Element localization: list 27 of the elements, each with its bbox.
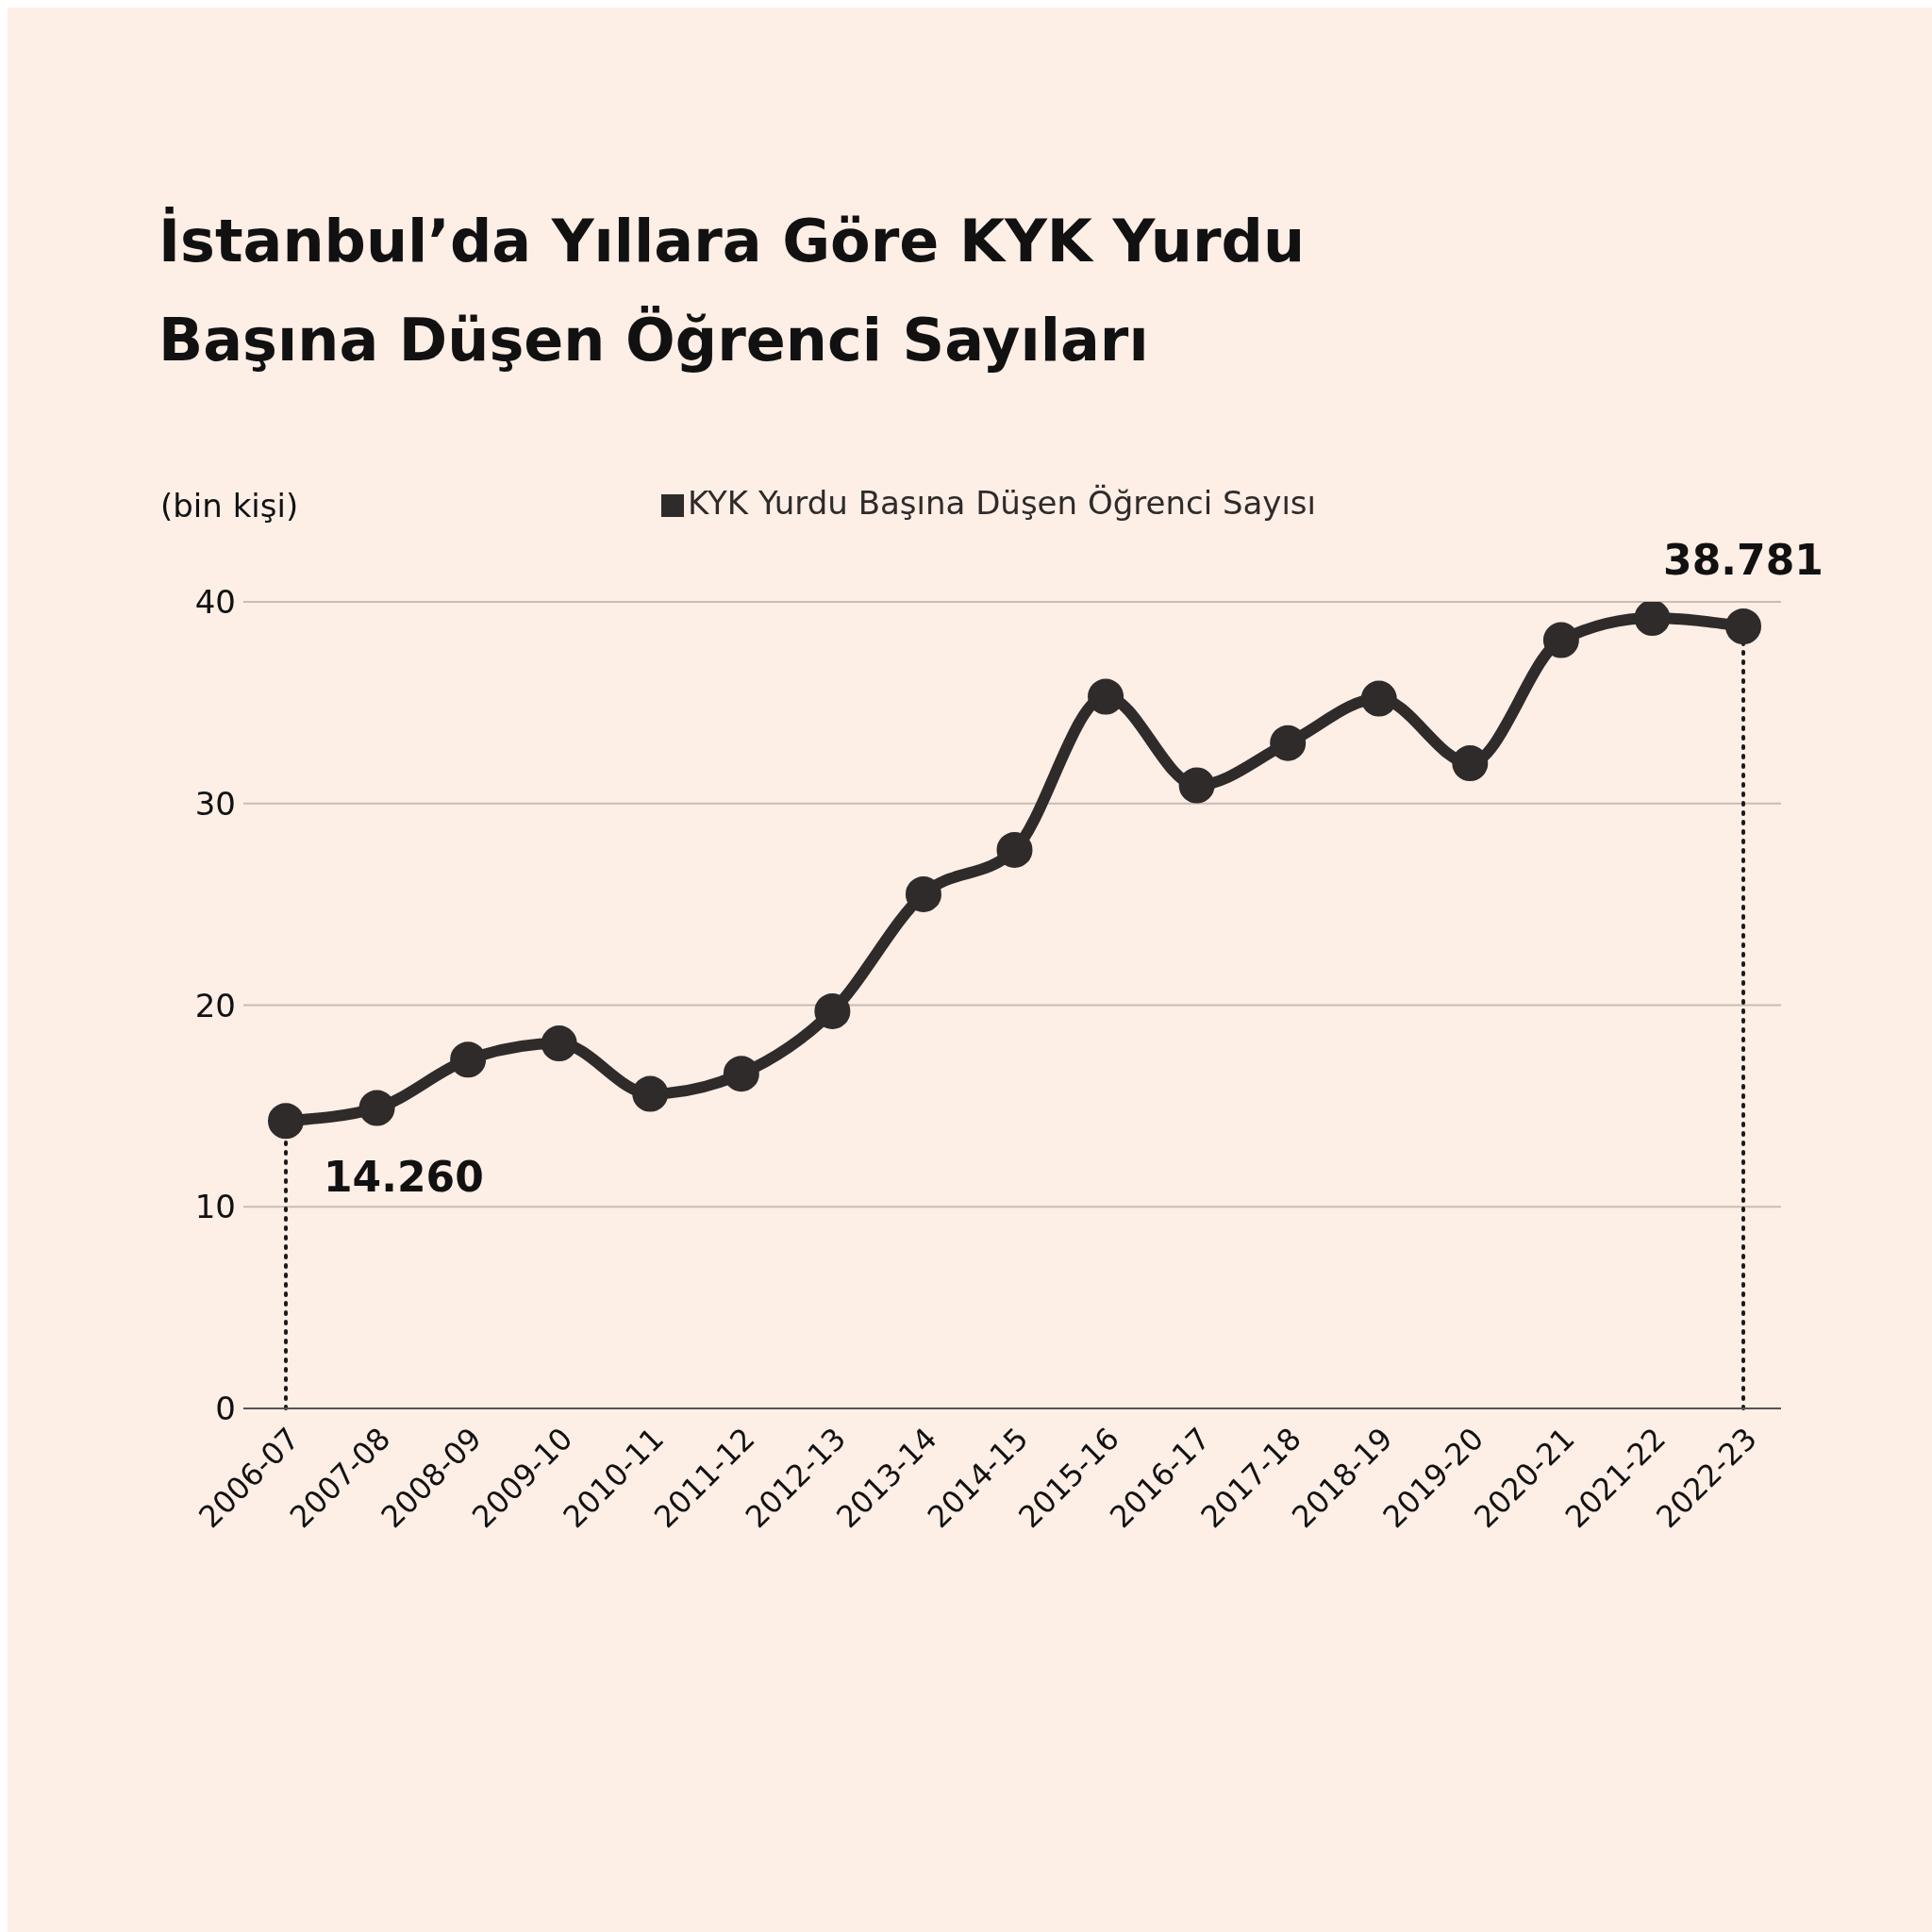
legend-label: KYK Yurdu Başına Düşen Öğrenci Sayısı [687, 484, 1317, 522]
point [268, 1103, 304, 1140]
point [1542, 622, 1579, 658]
y-tick-label: 10 [194, 1188, 236, 1226]
chart-title: İstanbul’da Yıllara Göre KYK Yurdu Başına Düşen Öğrenci Sayıları [158, 206, 1307, 377]
point [1360, 680, 1397, 717]
point [996, 831, 1033, 868]
point [1634, 602, 1671, 637]
point [541, 1025, 577, 1062]
point [1270, 724, 1307, 761]
y-tick-label: 40 [194, 583, 236, 622]
point [814, 992, 851, 1029]
y-tick-label: 20 [194, 986, 236, 1024]
point [1725, 608, 1761, 645]
point [632, 1075, 669, 1112]
y-tick-label: 30 [194, 784, 236, 823]
point [723, 1056, 759, 1092]
data-label: 38.781 [1663, 536, 1824, 585]
y-axis-title: (bin kişi) [160, 487, 299, 525]
point [450, 1041, 487, 1078]
point [905, 875, 941, 912]
point [1088, 678, 1124, 715]
point [1178, 767, 1215, 804]
data-label: 14.260 [324, 1153, 484, 1202]
point [358, 1090, 395, 1126]
y-tick-label: 0 [215, 1390, 236, 1428]
point [1452, 745, 1489, 781]
